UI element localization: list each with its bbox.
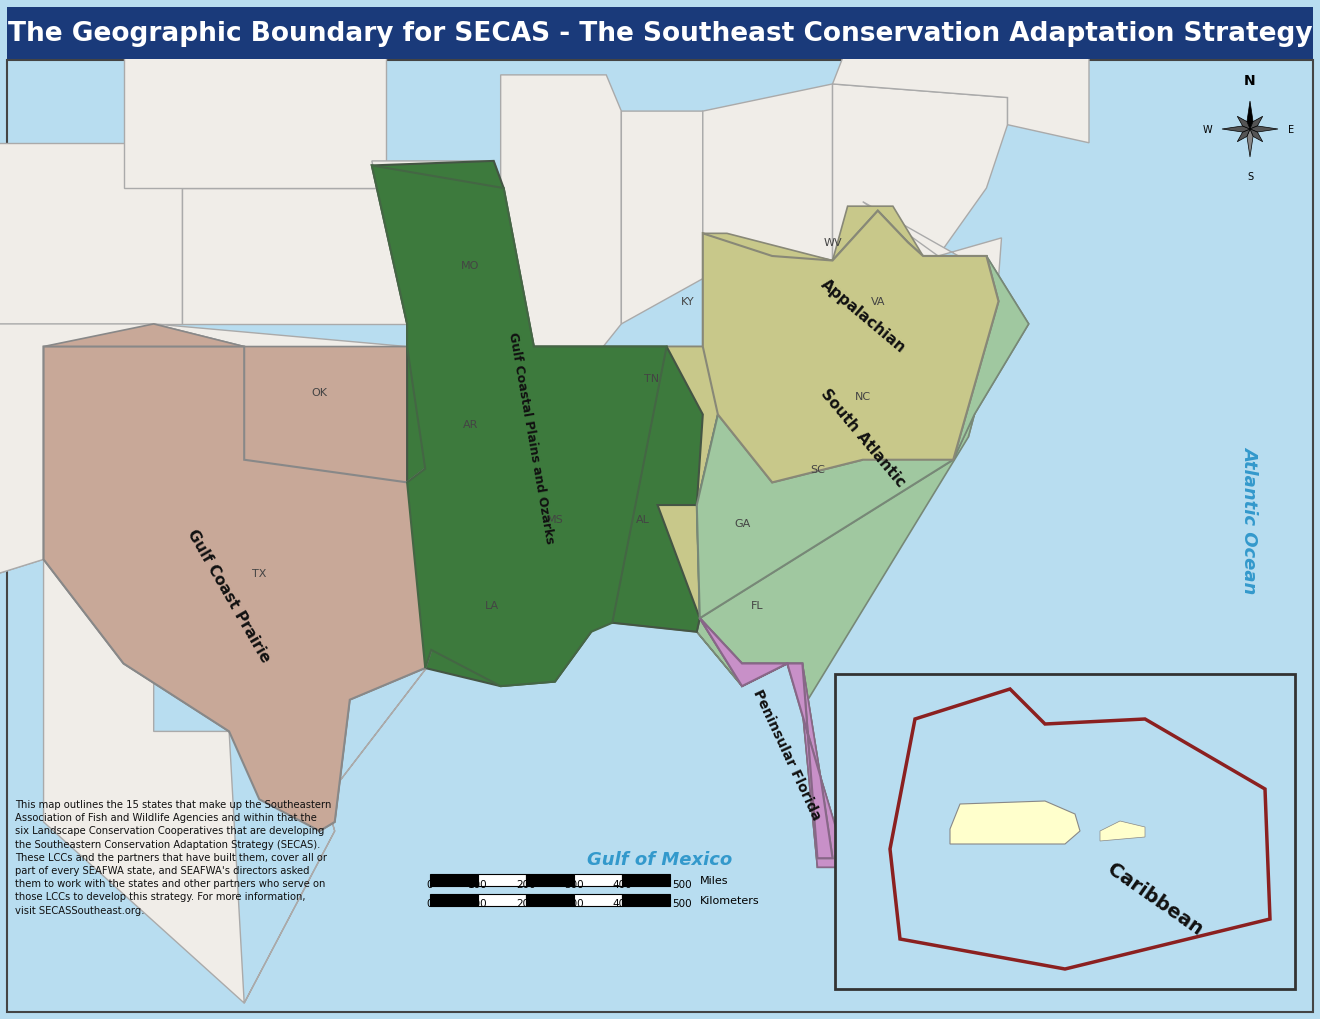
Text: AL: AL xyxy=(635,515,649,524)
Text: Miles: Miles xyxy=(700,875,729,886)
Polygon shape xyxy=(700,619,833,858)
Polygon shape xyxy=(1100,821,1144,841)
Polygon shape xyxy=(0,325,153,583)
Polygon shape xyxy=(1250,129,1263,143)
Text: Kilometers: Kilometers xyxy=(700,895,759,905)
Text: TN: TN xyxy=(644,374,659,384)
Text: Appalachian: Appalachian xyxy=(817,276,908,356)
Polygon shape xyxy=(863,203,1002,279)
Polygon shape xyxy=(1250,117,1263,129)
Text: N: N xyxy=(1245,74,1255,88)
Bar xyxy=(622,874,671,887)
Text: 100: 100 xyxy=(469,898,488,908)
Text: MS: MS xyxy=(546,515,564,524)
Bar xyxy=(478,894,525,906)
Text: The Geographic Boundary for SECAS - The Southeast Conservation Adaptation Strate: The Geographic Boundary for SECAS - The … xyxy=(8,21,1312,47)
Text: WV: WV xyxy=(824,238,842,249)
Bar xyxy=(430,894,478,906)
Polygon shape xyxy=(372,166,667,687)
Text: South Atlantic: South Atlantic xyxy=(817,386,908,489)
Polygon shape xyxy=(702,85,833,279)
Text: 100: 100 xyxy=(469,879,488,890)
Text: Gulf Coastal Plains and Ozarks: Gulf Coastal Plains and Ozarks xyxy=(506,331,556,544)
Text: Gulf of Mexico: Gulf of Mexico xyxy=(587,850,733,868)
Polygon shape xyxy=(44,325,432,832)
Text: AR: AR xyxy=(463,419,478,429)
Polygon shape xyxy=(702,212,998,483)
Bar xyxy=(7,8,1313,60)
Polygon shape xyxy=(612,234,998,624)
Bar xyxy=(430,874,478,887)
Text: 0: 0 xyxy=(426,898,433,908)
Text: KY: KY xyxy=(681,297,694,307)
Polygon shape xyxy=(890,689,1270,969)
Text: S: S xyxy=(1247,172,1253,181)
Polygon shape xyxy=(1237,117,1250,129)
Text: OK: OK xyxy=(312,387,327,397)
Polygon shape xyxy=(1247,102,1253,129)
Polygon shape xyxy=(700,619,847,867)
Text: 300: 300 xyxy=(564,879,583,890)
Bar xyxy=(622,894,671,906)
Bar xyxy=(478,874,525,887)
Text: FL: FL xyxy=(751,600,763,610)
Polygon shape xyxy=(153,325,407,415)
Text: VA: VA xyxy=(871,297,884,307)
Polygon shape xyxy=(833,85,1007,261)
Bar xyxy=(574,894,622,906)
Text: Atlantic Ocean: Atlantic Ocean xyxy=(1241,446,1259,593)
Bar xyxy=(836,675,1295,989)
Polygon shape xyxy=(591,207,986,632)
Polygon shape xyxy=(0,144,182,325)
Polygon shape xyxy=(44,415,441,1003)
Polygon shape xyxy=(500,75,622,365)
Text: 500: 500 xyxy=(672,898,692,908)
Text: MO: MO xyxy=(461,261,479,271)
Text: 200: 200 xyxy=(516,898,536,908)
Polygon shape xyxy=(622,112,702,325)
Text: LA: LA xyxy=(484,600,499,610)
Polygon shape xyxy=(1237,129,1250,143)
Text: W: W xyxy=(1203,125,1212,135)
Text: Caribbean: Caribbean xyxy=(1104,859,1206,938)
Polygon shape xyxy=(950,801,1080,844)
Text: 400: 400 xyxy=(612,879,632,890)
Polygon shape xyxy=(124,53,385,189)
Text: SC: SC xyxy=(810,465,825,474)
Polygon shape xyxy=(697,212,998,858)
Polygon shape xyxy=(0,325,432,832)
Polygon shape xyxy=(372,162,702,687)
Text: 0: 0 xyxy=(426,879,433,890)
Text: 500: 500 xyxy=(672,879,692,890)
Polygon shape xyxy=(44,347,432,832)
Text: GA: GA xyxy=(734,519,750,529)
Polygon shape xyxy=(1247,129,1253,158)
Text: TX: TX xyxy=(252,569,267,579)
Bar xyxy=(574,874,622,887)
Bar xyxy=(525,894,574,906)
Polygon shape xyxy=(182,189,407,325)
Polygon shape xyxy=(697,257,1028,867)
Text: Peninsular Florida: Peninsular Florida xyxy=(751,687,824,822)
Text: E: E xyxy=(1288,125,1294,135)
Polygon shape xyxy=(833,31,1089,144)
Polygon shape xyxy=(1222,126,1250,132)
Polygon shape xyxy=(697,257,1028,867)
Text: 400: 400 xyxy=(612,898,632,908)
Text: 200: 200 xyxy=(516,879,536,890)
Text: This map outlines the 15 states that make up the Southeastern
Association of Fis: This map outlines the 15 states that mak… xyxy=(15,799,331,915)
Polygon shape xyxy=(1250,126,1278,132)
Text: NC: NC xyxy=(854,392,871,401)
Polygon shape xyxy=(372,162,606,365)
Text: 300: 300 xyxy=(564,898,583,908)
Text: Gulf Coast Prairie: Gulf Coast Prairie xyxy=(185,527,273,665)
Bar xyxy=(525,874,574,887)
